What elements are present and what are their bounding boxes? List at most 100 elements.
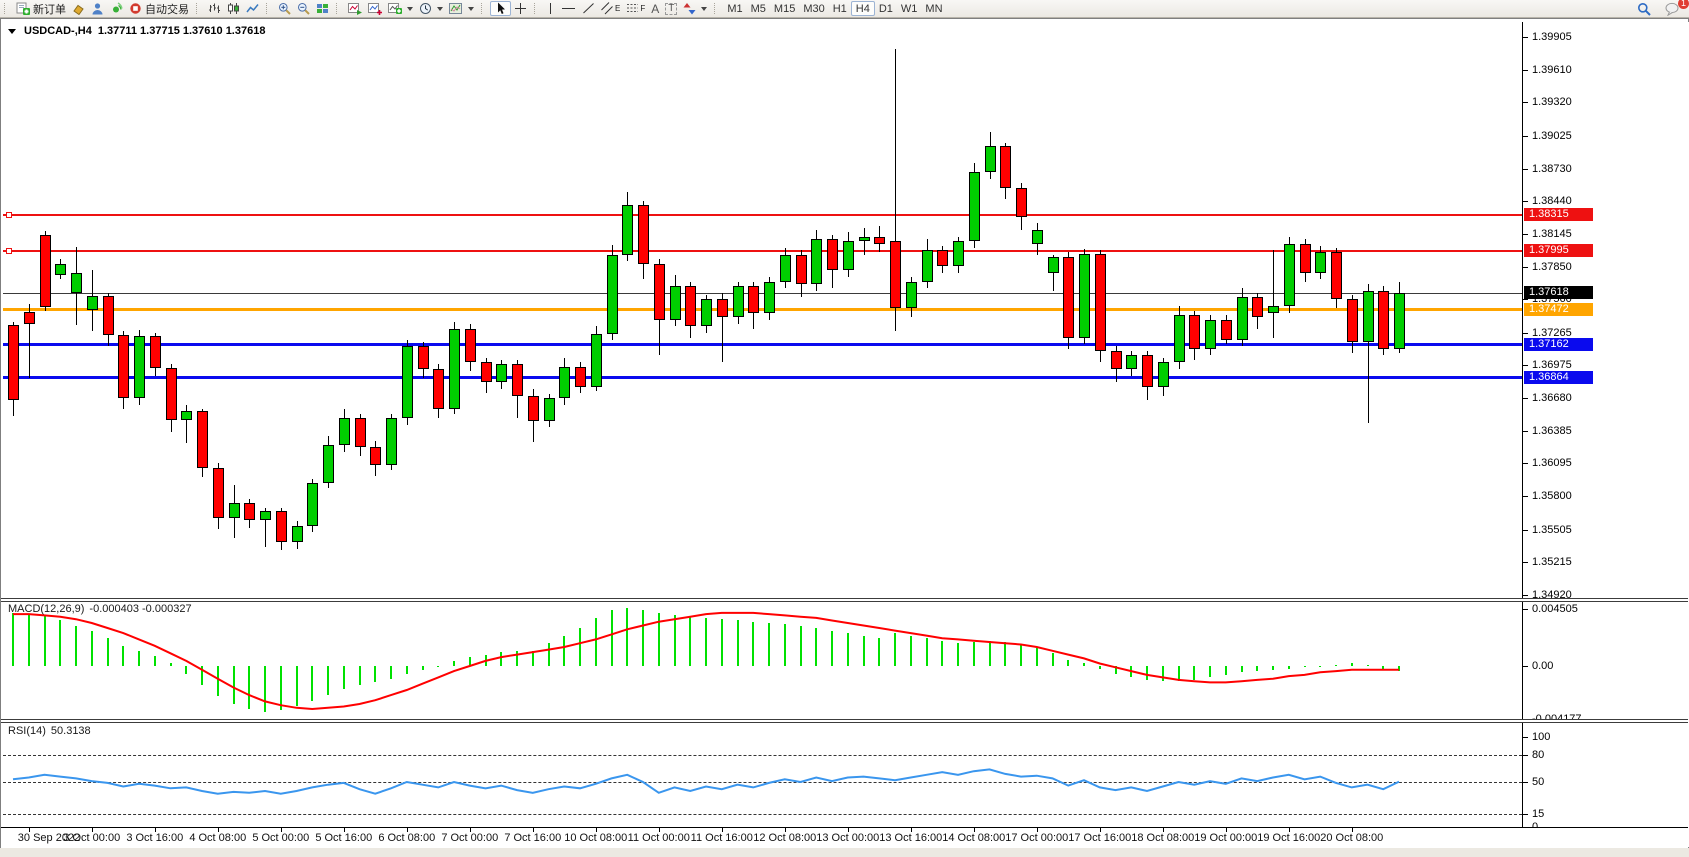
time-label: 17 Oct 00:00 bbox=[1005, 832, 1069, 844]
data-window-button[interactable] bbox=[365, 1, 385, 16]
pane-splitter[interactable] bbox=[1, 598, 1688, 602]
candle-wick bbox=[265, 507, 266, 547]
vertical-line-tool-button[interactable] bbox=[543, 1, 558, 16]
rsi-pane[interactable] bbox=[3, 723, 1522, 827]
auto-trading-button[interactable]: 自动交易 bbox=[126, 1, 192, 16]
time-axis[interactable]: 30 Sep 2022 3 Oct 00:00 3 Oct 16:00 4 Oct 0… bbox=[1, 827, 1688, 847]
macd-histogram-bar bbox=[138, 650, 140, 666]
macd-tick-label: 0.004505 bbox=[1532, 603, 1578, 615]
candlestick-mode-button[interactable] bbox=[224, 1, 243, 16]
macd-histogram-bar bbox=[547, 643, 550, 666]
candle-body bbox=[701, 299, 712, 327]
zoom-out-button[interactable] bbox=[294, 1, 313, 16]
candle-body bbox=[386, 418, 397, 466]
pane-splitter[interactable] bbox=[1, 719, 1688, 723]
styler-button[interactable] bbox=[69, 1, 88, 16]
equidistant-channel-tool-button[interactable]: E bbox=[598, 1, 623, 16]
candle-body bbox=[1205, 319, 1216, 349]
timeframe-button-h1[interactable]: H1 bbox=[832, 2, 847, 15]
candle-wick bbox=[186, 404, 188, 443]
macd-histogram-bar bbox=[1272, 666, 1274, 670]
fibonacci-glyph: F bbox=[640, 4, 646, 13]
arrows-tool-button[interactable] bbox=[680, 1, 710, 16]
candle-body bbox=[764, 281, 775, 313]
zoom-out-icon bbox=[297, 2, 310, 15]
horizontal-line-tool-button[interactable] bbox=[558, 1, 579, 16]
bar-chart-mode-button[interactable] bbox=[205, 1, 224, 16]
search-button[interactable] bbox=[1634, 1, 1654, 16]
price-level-line[interactable] bbox=[3, 375, 1522, 379]
fibonacci-tool-button[interactable]: F bbox=[623, 1, 648, 16]
candle-body bbox=[512, 364, 523, 396]
candle-body bbox=[858, 236, 870, 242]
macd-histogram-bar bbox=[941, 640, 944, 666]
candle-body bbox=[86, 296, 98, 310]
rsi-value: 50.3138 bbox=[50, 725, 91, 737]
candle-body bbox=[1063, 256, 1075, 338]
text-tool-button[interactable]: A bbox=[648, 1, 662, 16]
time-label: 11 Oct 16:00 bbox=[690, 832, 753, 844]
candle-body bbox=[291, 525, 303, 543]
paint-bucket-icon bbox=[72, 2, 85, 15]
macd-histogram-bar bbox=[689, 616, 692, 666]
symbol-dropdown-icon[interactable] bbox=[8, 28, 16, 34]
macd-histogram-bar bbox=[358, 666, 361, 685]
candle-body bbox=[417, 346, 429, 369]
cursor-tool-button[interactable] bbox=[490, 1, 511, 16]
candle-wick bbox=[1367, 283, 1369, 423]
macd-histogram-bar bbox=[1193, 666, 1196, 680]
rsi-name: RSI(14) bbox=[8, 725, 46, 737]
tile-windows-button[interactable] bbox=[313, 1, 332, 16]
line-chart-mode-button[interactable] bbox=[243, 1, 262, 16]
candle-body bbox=[968, 171, 980, 242]
rsi-label-row: RSI(14) 50.3138 bbox=[8, 725, 91, 737]
time-tick bbox=[469, 828, 471, 832]
price-axis[interactable]: 1.39905 1.39610 1.39320 1.39025 1.38730 1.384… bbox=[1522, 22, 1689, 847]
period-button[interactable] bbox=[416, 1, 446, 16]
price-level-line[interactable] bbox=[3, 307, 1522, 311]
price-level-line[interactable] bbox=[3, 342, 1522, 346]
price-level-line[interactable] bbox=[3, 213, 1522, 216]
timeframe-button-w1[interactable]: W1 bbox=[900, 2, 918, 15]
price-tick-label-tick bbox=[1523, 135, 1528, 137]
community-button[interactable] bbox=[88, 1, 107, 16]
charts-profile-button[interactable] bbox=[345, 1, 365, 16]
timeframe-button-m5[interactable]: M5 bbox=[750, 2, 766, 15]
macd-pane[interactable] bbox=[3, 601, 1522, 719]
bid-price-line bbox=[3, 292, 1522, 294]
crosshair-tool-button[interactable] bbox=[511, 1, 530, 16]
timeframe-button-m30[interactable]: M30 bbox=[803, 2, 825, 15]
text-label-tool-button[interactable]: T bbox=[662, 1, 680, 16]
price-tick-label: 1.37850 bbox=[1532, 261, 1572, 274]
price-tick-label: 1.36095 bbox=[1532, 457, 1572, 470]
rsi-tick-label-tick bbox=[1523, 755, 1528, 756]
time-tick bbox=[1351, 828, 1353, 832]
level-handle[interactable] bbox=[6, 247, 12, 254]
timeframe-button-m15[interactable]: M15 bbox=[773, 2, 796, 15]
level-handle[interactable] bbox=[6, 211, 12, 218]
candle-body bbox=[1268, 306, 1279, 313]
price-tick-label: 1.36975 bbox=[1532, 358, 1572, 371]
signals-button[interactable] bbox=[107, 1, 126, 16]
timeframe-button-m1[interactable]: M1 bbox=[727, 2, 743, 15]
zoom-in-button[interactable] bbox=[275, 1, 294, 16]
new-order-button[interactable]: 新订单 bbox=[13, 1, 69, 16]
candle-body bbox=[1299, 243, 1311, 273]
trendline-tool-button[interactable] bbox=[579, 1, 598, 16]
arrows-icon bbox=[683, 2, 696, 15]
candle-body bbox=[795, 254, 807, 284]
time-label: 17 Oct 16:00 bbox=[1068, 832, 1132, 844]
timeframe-button-d1[interactable]: D1 bbox=[878, 2, 893, 15]
candle-body bbox=[669, 286, 681, 320]
timeframe-button-h4[interactable]: H4 bbox=[850, 1, 875, 16]
template-button[interactable] bbox=[446, 1, 477, 16]
main-chart-pane[interactable] bbox=[3, 22, 1522, 598]
macd-histogram-bar bbox=[768, 622, 770, 666]
notifications-button[interactable]: 1 bbox=[1662, 0, 1689, 16]
add-indicator-button[interactable] bbox=[385, 1, 416, 16]
time-tick bbox=[784, 828, 786, 832]
price-tick-label: 1.39320 bbox=[1532, 96, 1572, 109]
candle-body bbox=[1000, 146, 1012, 188]
timeframe-button-mn[interactable]: MN bbox=[925, 2, 943, 15]
price-level-line[interactable] bbox=[3, 249, 1522, 252]
